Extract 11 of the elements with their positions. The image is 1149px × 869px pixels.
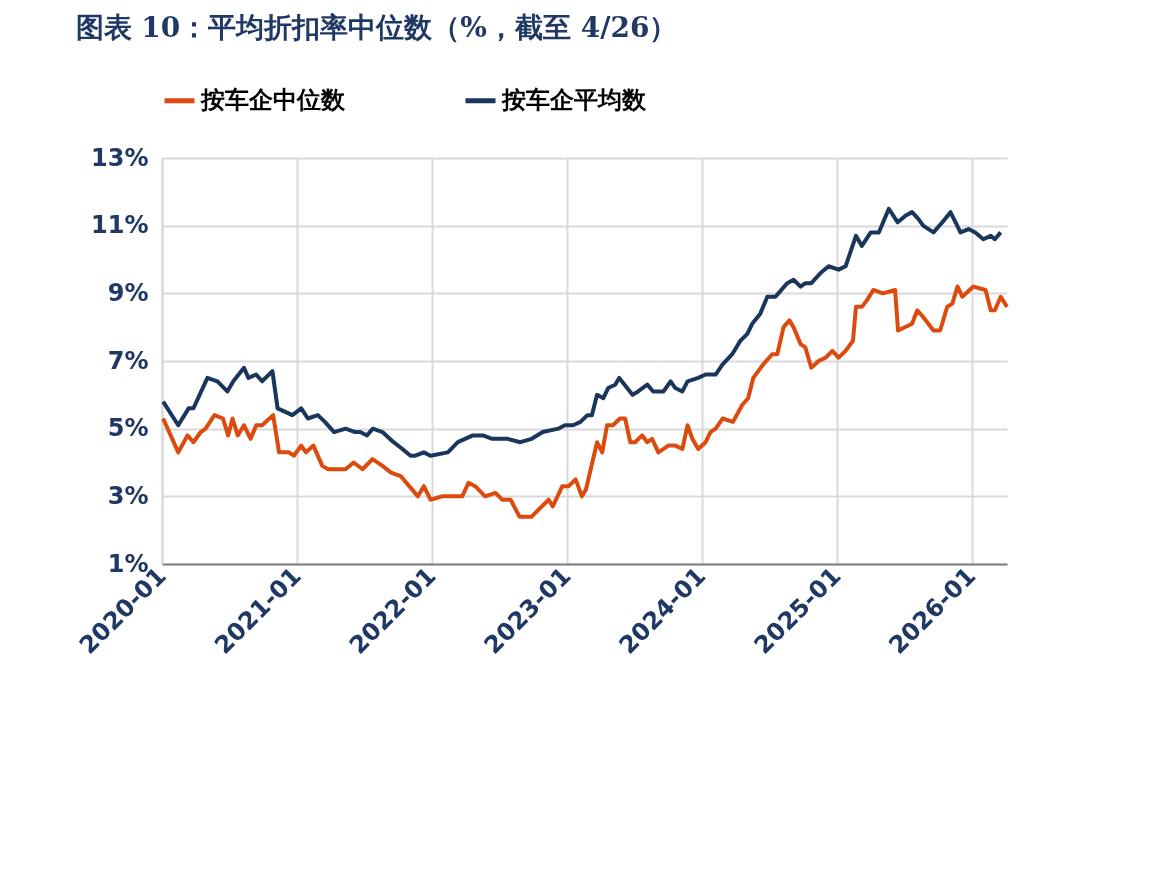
y-tick-label: 3% — [107, 481, 149, 510]
legend-label: 按车企平均数 — [501, 85, 647, 114]
y-tick-label: 9% — [107, 278, 149, 307]
y-tick-label: 11% — [91, 211, 149, 240]
line-series — [161, 284, 1009, 519]
legend-label: 按车企中位数 — [200, 85, 346, 114]
y-tick-label: 13% — [91, 143, 149, 172]
y-tick-label: 7% — [107, 346, 149, 375]
chart-title: 图表 10：平均折扣率中位数（%，截至 4/26） — [75, 11, 678, 44]
y-tick-label: 5% — [107, 414, 149, 443]
line-series — [161, 206, 1003, 458]
